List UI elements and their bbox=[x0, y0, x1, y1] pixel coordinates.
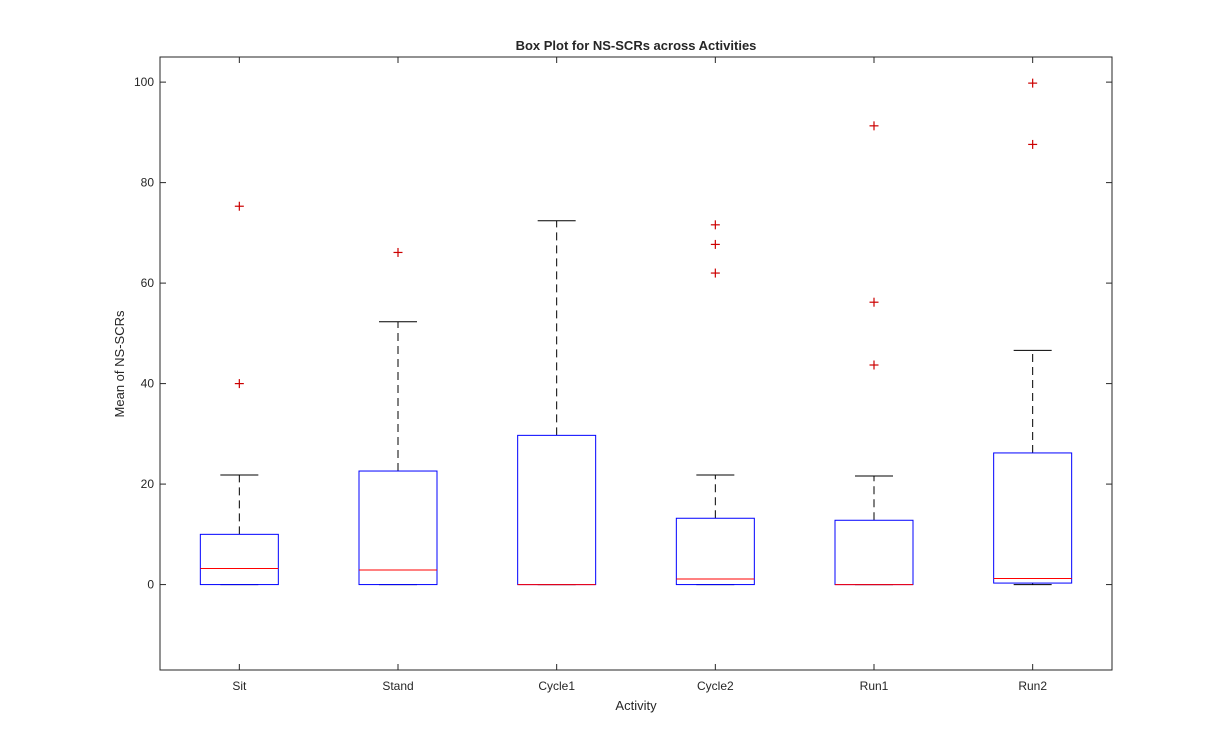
y-tick-label: 0 bbox=[147, 578, 154, 592]
y-axis-label: Mean of NS-SCRs bbox=[112, 310, 127, 417]
box-stand bbox=[358, 470, 438, 586]
x-tick-label: Cycle1 bbox=[538, 679, 575, 693]
x-tick-label: Cycle2 bbox=[697, 679, 734, 693]
outlier-marker bbox=[234, 201, 244, 211]
x-tick-label: Stand bbox=[382, 679, 413, 693]
outlier-marker bbox=[710, 239, 720, 249]
y-tick-label: 100 bbox=[134, 75, 154, 89]
outlier-marker bbox=[710, 268, 720, 278]
outlier-marker bbox=[234, 379, 244, 389]
outlier-marker bbox=[1028, 139, 1038, 149]
chart-title: Box Plot for NS-SCRs across Activities bbox=[516, 38, 757, 53]
outlier-marker bbox=[1028, 78, 1038, 88]
box-cycle2 bbox=[675, 517, 755, 586]
outlier-marker bbox=[710, 220, 720, 230]
box-sit bbox=[199, 533, 279, 586]
plot-area: 0 20 40 60 80 100 Sit Stand Cycle1 Cycle2 Run1 Run2 bbox=[134, 56, 1113, 693]
y-tick-label: 60 bbox=[141, 276, 155, 290]
outlier-marker bbox=[869, 297, 879, 307]
x-tick-label: Sit bbox=[232, 679, 247, 693]
outlier-marker bbox=[869, 121, 879, 131]
outlier-marker bbox=[869, 360, 879, 370]
y-tick-label: 20 bbox=[141, 477, 155, 491]
x-tick-label: Run1 bbox=[860, 679, 889, 693]
x-tick-label: Run2 bbox=[1018, 679, 1047, 693]
axes-frame bbox=[159, 56, 1113, 671]
x-axis-label: Activity bbox=[615, 698, 657, 713]
box-run2 bbox=[993, 452, 1073, 584]
y-tick-label: 40 bbox=[141, 377, 155, 391]
y-tick-label: 80 bbox=[141, 176, 155, 190]
outlier-marker bbox=[393, 247, 403, 257]
